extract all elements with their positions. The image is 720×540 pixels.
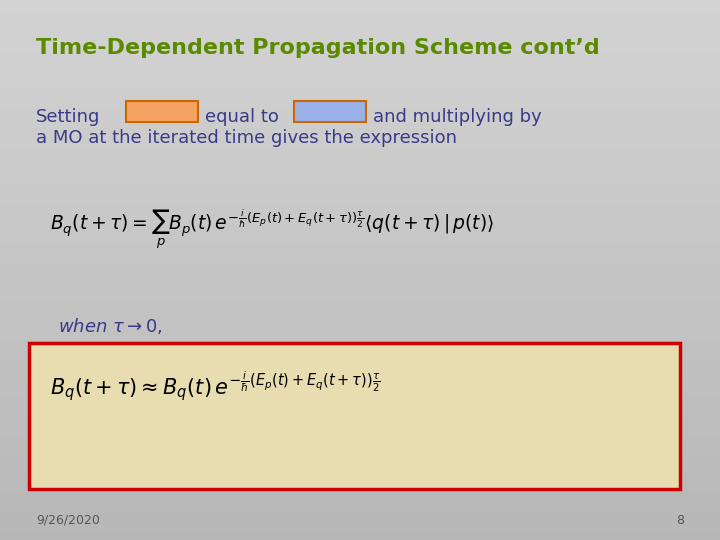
Text: $B_q(t+\tau) = \sum_p B_p(t)\,e^{-\frac{i}{\hbar}(E_p(t)+E_q(t+\tau))\frac{\tau}: $B_q(t+\tau) = \sum_p B_p(t)\,e^{-\frac{… — [50, 208, 495, 252]
FancyBboxPatch shape — [294, 101, 366, 122]
FancyBboxPatch shape — [126, 101, 198, 122]
Text: $B_q(t+\tau) \approx B_q(t)\,e^{-\frac{i}{\hbar}(E_p(t)+E_q(t+\tau))\frac{\tau}{: $B_q(t+\tau) \approx B_q(t)\,e^{-\frac{i… — [50, 370, 381, 404]
Text: and multiplying by: and multiplying by — [373, 108, 541, 126]
Text: Time-Dependent Propagation Scheme cont’d: Time-Dependent Propagation Scheme cont’d — [36, 38, 600, 58]
Text: a MO at the iterated time gives the expression: a MO at the iterated time gives the expr… — [36, 129, 457, 146]
Text: 8: 8 — [676, 514, 684, 526]
FancyBboxPatch shape — [29, 343, 680, 489]
Text: when $\tau \rightarrow 0,$: when $\tau \rightarrow 0,$ — [58, 316, 162, 336]
Text: 9/26/2020: 9/26/2020 — [36, 514, 100, 526]
Text: Setting: Setting — [36, 108, 100, 126]
Text: equal to: equal to — [205, 108, 279, 126]
